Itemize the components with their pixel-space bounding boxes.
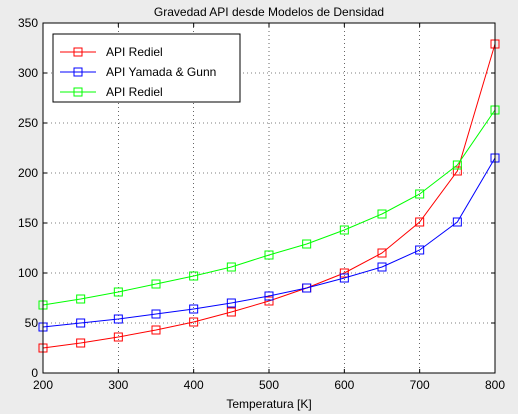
data-point-marker <box>151 309 161 319</box>
x-axis-label: Temperatura [K] <box>226 397 311 411</box>
data-point-marker <box>226 307 236 317</box>
x-tick-label: 500 <box>259 378 279 392</box>
y-tick-label: 50 <box>25 316 39 330</box>
data-point-marker <box>113 314 123 324</box>
data-point-marker <box>189 304 199 314</box>
y-tick-label: 300 <box>18 66 38 80</box>
data-point-marker <box>264 291 274 301</box>
data-point-marker <box>151 325 161 335</box>
x-tick-label: 200 <box>33 378 53 392</box>
series-line <box>42 43 496 349</box>
data-point-marker <box>226 262 236 272</box>
legend-item: API Rediel <box>60 85 163 99</box>
y-tick-label: 350 <box>18 16 38 30</box>
x-tick-label: 300 <box>108 378 128 392</box>
series-line <box>42 109 496 306</box>
data-point-marker <box>302 283 312 293</box>
x-tick-label: 600 <box>334 378 354 392</box>
data-point-marker <box>377 209 387 219</box>
legend-label: API Yamada & Gunn <box>106 65 216 79</box>
series-line <box>42 157 496 328</box>
data-point-marker <box>189 271 199 281</box>
data-point-marker <box>452 217 462 227</box>
legend-marker <box>73 67 83 77</box>
grid-lines <box>43 23 495 373</box>
y-tick-label: 250 <box>18 116 38 130</box>
legend-label: API Rediel <box>106 45 163 59</box>
x-tick-label: 400 <box>184 378 204 392</box>
data-point-marker <box>264 296 274 306</box>
y-tick-label: 100 <box>18 266 38 280</box>
data-point-marker <box>113 332 123 342</box>
legend-marker <box>73 87 83 97</box>
legend-box <box>52 33 241 103</box>
data-point-marker <box>151 279 161 289</box>
data-point-marker <box>339 273 349 283</box>
legend-marker <box>73 47 83 57</box>
data-point-marker <box>302 239 312 249</box>
data-point-marker <box>415 217 425 227</box>
data-point-marker <box>76 294 86 304</box>
data-point-marker <box>415 189 425 199</box>
data-point-marker <box>113 287 123 297</box>
data-point-marker <box>264 250 274 260</box>
legend-label: API Rediel <box>106 85 163 99</box>
plot-frame <box>42 22 496 374</box>
x-tick-labels: 200 300 400 500 600 700 800 <box>33 378 505 392</box>
y-tick-label: 150 <box>18 216 38 230</box>
data-point-marker <box>76 318 86 328</box>
y-tick-label: 0 <box>31 366 38 380</box>
data-point-marker <box>76 338 86 348</box>
legend-item: API Yamada & Gunn <box>60 65 216 79</box>
data-point-marker <box>415 245 425 255</box>
data-point-marker <box>377 262 387 272</box>
data-point-marker <box>452 160 462 170</box>
x-tick-label: 800 <box>485 378 505 392</box>
data-point-marker <box>189 317 199 327</box>
data-point-marker <box>339 268 349 278</box>
data-point-marker <box>226 298 236 308</box>
chart-title: Gravedad API desde Modelos de Densidad <box>154 5 384 19</box>
y-tick-label: 200 <box>18 166 38 180</box>
data-point-marker <box>339 225 349 235</box>
legend-item: API Rediel <box>60 45 163 59</box>
x-tick-label: 700 <box>410 378 430 392</box>
y-tick-labels: 0 50 100 150 200 250 300 350 <box>18 16 38 380</box>
legend: API Rediel API Yamada & Gunn API Rediel <box>52 33 241 103</box>
data-point-marker <box>452 166 462 176</box>
data-point-marker <box>377 248 387 258</box>
